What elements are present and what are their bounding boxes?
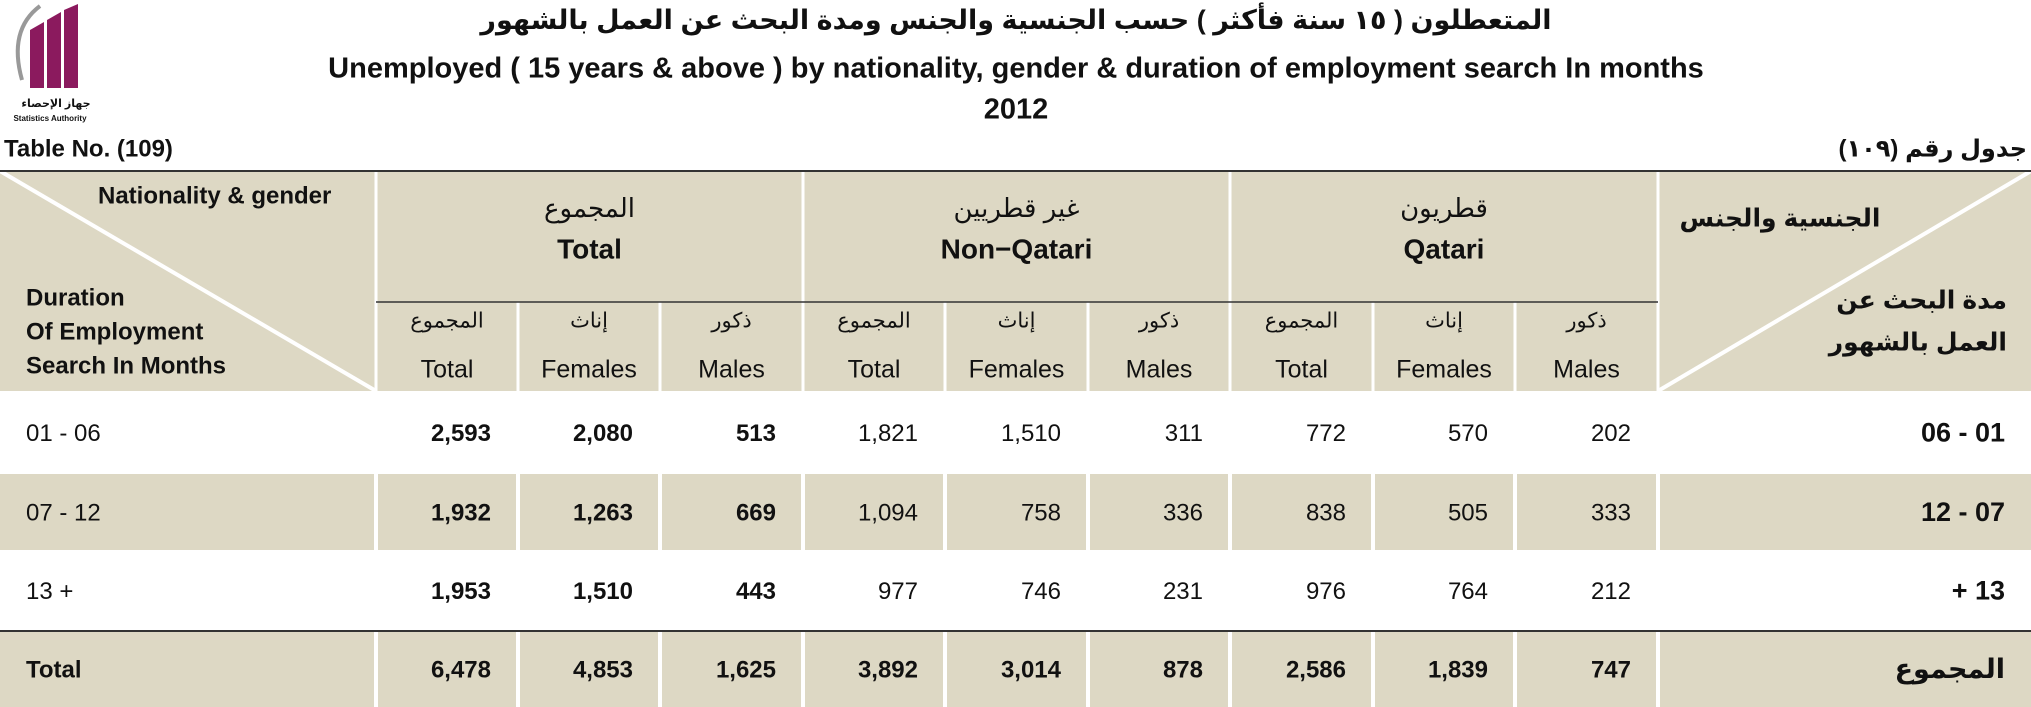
cell: 311	[1165, 420, 1203, 447]
column-header-en: Total	[421, 356, 474, 384]
group-header-en: Non−Qatari	[941, 233, 1093, 264]
cell: 505	[1448, 499, 1488, 526]
table-number-ar: جدول رقم (١٠٩)	[1838, 135, 2027, 162]
diagonal	[1656, 169, 2031, 393]
table-number-en: Table No. (109)	[4, 135, 173, 162]
column-header-ar: إناث	[1425, 310, 1463, 334]
group-header-en: Qatari	[1404, 233, 1485, 264]
column-header-en: Females	[541, 356, 637, 384]
cell: 333	[1591, 499, 1631, 526]
cell: 212	[1591, 578, 1631, 605]
logo-arc	[15, 4, 42, 81]
logo-bar	[64, 4, 78, 88]
corner-bottom: مدة البحث عن	[1836, 287, 2007, 316]
column-header-ar: ذكور	[1138, 310, 1179, 333]
corner-bottom: العمل بالشهور	[1827, 329, 2007, 358]
cell: 1,932	[431, 499, 491, 526]
title-ar: المتعطلون ( ١٥ سنة فأكثر ) حسب الجنسية و…	[478, 2, 1551, 36]
cell: 2,593	[431, 420, 491, 447]
cell: 231	[1163, 578, 1203, 605]
row-label-ar: المجموع	[1895, 654, 2005, 685]
corner-top: الجنسية والجنس	[1680, 205, 1881, 234]
year: 2012	[984, 94, 1049, 126]
row-label-en: 01 - 06	[26, 420, 101, 447]
group-header-en: Total	[557, 233, 622, 264]
cell: 1,625	[716, 656, 776, 683]
cell: 878	[1163, 656, 1203, 683]
column-header-en: Males	[1553, 356, 1620, 384]
cell: 976	[1306, 578, 1346, 605]
cell: 3,014	[1001, 656, 1062, 683]
cell: 764	[1448, 578, 1488, 605]
row-label-en: 13 +	[26, 578, 73, 605]
row-label-ar: 06 - 01	[1921, 418, 2005, 448]
corner-bottom: Duration	[26, 284, 125, 311]
cell: 1,953	[431, 578, 491, 605]
cell: 202	[1591, 420, 1631, 447]
row-background	[0, 474, 2031, 550]
cell: 838	[1306, 499, 1346, 526]
cell: 1,510	[573, 578, 633, 605]
group-header-ar: قطريون	[1400, 193, 1488, 224]
header-background	[0, 171, 2031, 391]
cell: 4,853	[573, 656, 633, 683]
column-header-ar: ذكور	[710, 310, 751, 333]
cell: 772	[1306, 420, 1346, 447]
column-header-en: Total	[1275, 356, 1328, 384]
column-header-en: Males	[1126, 356, 1193, 384]
cell: 6,478	[431, 656, 491, 683]
cell: 443	[736, 578, 776, 605]
group-header-ar: المجموع	[544, 193, 635, 224]
cell: 669	[736, 499, 776, 526]
cell: 1,839	[1428, 656, 1488, 683]
cell: 1,510	[1001, 420, 1061, 447]
logo-bar	[30, 22, 44, 88]
cell: 336	[1163, 499, 1203, 526]
column-header-en: Females	[1396, 356, 1492, 384]
cell: 747	[1591, 656, 1631, 683]
cell: 977	[878, 578, 918, 605]
column-header-ar: المجموع	[1265, 310, 1338, 333]
row-label-ar: + 13	[1952, 576, 2005, 606]
diagonal	[0, 169, 378, 393]
cell: 1,094	[858, 499, 918, 526]
column-header-ar: ذكور	[1565, 310, 1606, 333]
corner-bottom: Search In Months	[26, 352, 226, 379]
cell: 2,080	[573, 420, 633, 447]
row-label-ar: 12 - 07	[1921, 497, 2005, 527]
cell: 2,586	[1286, 656, 1346, 683]
cell: 1,821	[858, 420, 918, 447]
column-header-en: Females	[969, 356, 1065, 384]
column-header-en: Males	[698, 356, 765, 384]
row-label-en: 07 - 12	[26, 499, 101, 526]
column-header-ar: المجموع	[837, 310, 910, 333]
column-header-en: Total	[848, 356, 901, 384]
cell: 758	[1021, 499, 1061, 526]
cell: 3,892	[858, 656, 918, 683]
cell: 746	[1021, 578, 1061, 605]
column-header-ar: المجموع	[410, 310, 483, 333]
logo-text-ar: جهاز الإحصاء	[21, 98, 90, 110]
logo	[15, 4, 78, 88]
column-header-ar: إناث	[570, 310, 608, 334]
cell: 513	[736, 420, 776, 447]
logo-text-en: Statistics Authority	[13, 114, 87, 123]
title-en: Unemployed ( 15 years & above ) by natio…	[328, 53, 1704, 85]
cell: 570	[1448, 420, 1488, 447]
row-background	[0, 631, 2031, 707]
corner-top: Nationality & gender	[98, 182, 331, 209]
corner-bottom: Of Employment	[26, 318, 203, 345]
cell: 1,263	[573, 499, 633, 526]
logo-bar	[47, 12, 61, 88]
row-label-en: Total	[26, 656, 82, 683]
group-header-ar: غير قطريين	[954, 193, 1080, 224]
column-header-ar: إناث	[998, 310, 1036, 334]
